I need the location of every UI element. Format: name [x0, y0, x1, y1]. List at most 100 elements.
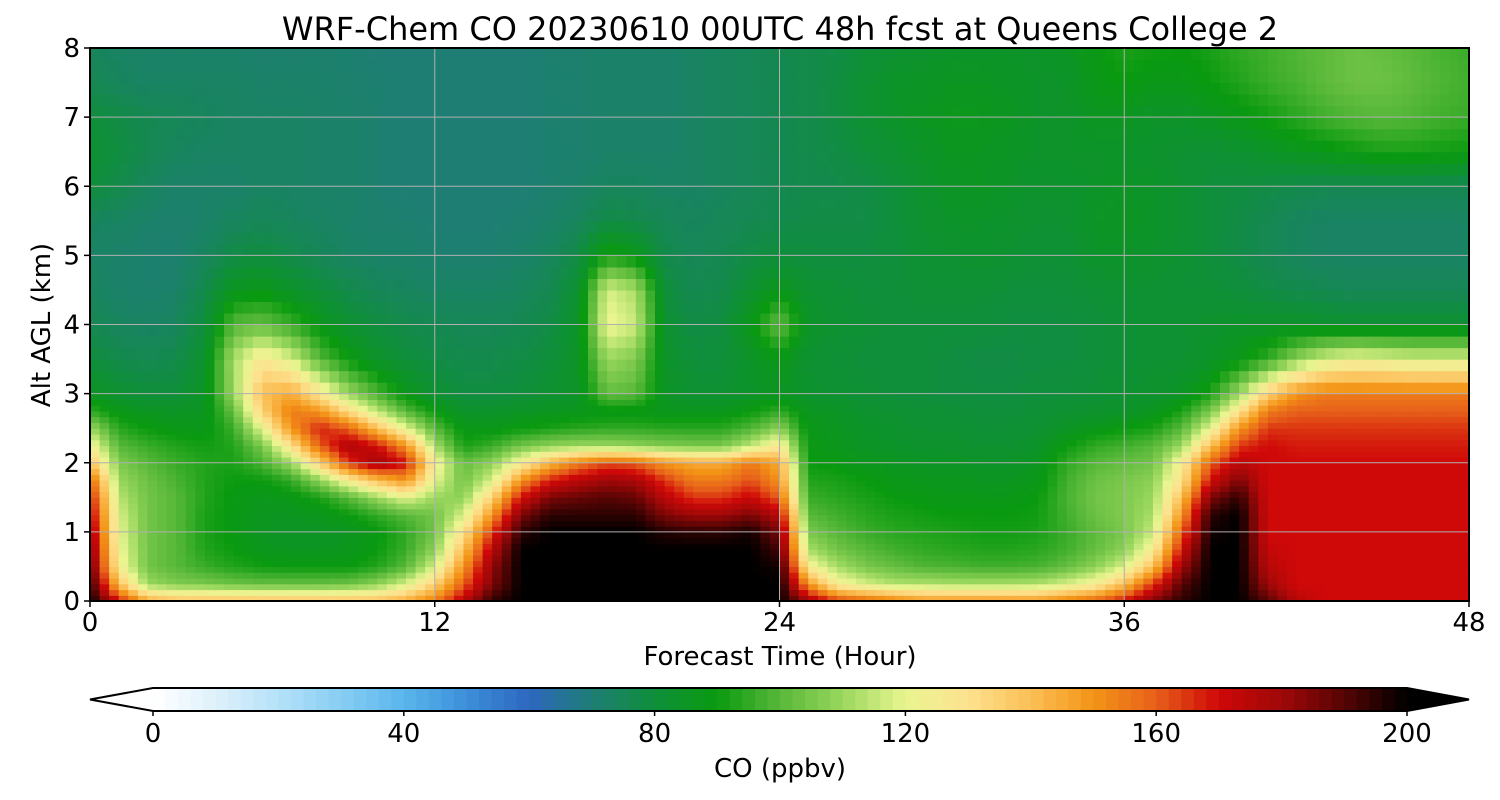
heatmap-cell: [1382, 468, 1393, 475]
heatmap-cell: [798, 589, 809, 596]
heatmap-cell: [971, 503, 982, 510]
heatmap-cell: [233, 503, 244, 510]
heatmap-cell: [291, 456, 302, 464]
heatmap-cell: [1287, 451, 1298, 458]
heatmap-cell: [1057, 439, 1068, 447]
heatmap-cell: [607, 399, 618, 406]
heatmap-cell: [1430, 583, 1441, 591]
heatmap-cell: [597, 497, 608, 504]
heatmap-cell: [291, 485, 302, 493]
heatmap-cell: [616, 451, 627, 458]
heatmap-cell: [396, 456, 407, 464]
heatmap-cell: [406, 439, 417, 447]
heatmap-cell: [750, 577, 761, 585]
heatmap-cell: [1076, 422, 1087, 429]
heatmap-cell: [540, 508, 551, 516]
heatmap-cell: [377, 497, 388, 504]
heatmap-cell: [118, 491, 129, 498]
heatmap-cell: [1152, 549, 1164, 556]
heatmap-cell: [808, 583, 819, 591]
heatmap-cell: [980, 560, 991, 568]
heatmap-cell: [779, 520, 790, 527]
heatmap-cell: [406, 416, 417, 424]
heatmap-cell: [980, 491, 991, 498]
heatmap-cell: [540, 480, 551, 487]
heatmap-cell: [185, 577, 196, 585]
heatmap-cell: [1334, 497, 1346, 504]
heatmap-cell: [1430, 451, 1441, 458]
heatmap-cell: [329, 537, 340, 544]
heatmap-cell: [1085, 474, 1097, 481]
heatmap-cell: [195, 422, 206, 429]
heatmap-cell: [808, 577, 819, 585]
heatmap-cell: [942, 554, 953, 562]
heatmap-cell: [396, 416, 407, 424]
heatmap-cell: [903, 595, 915, 602]
heatmap-cell: [808, 572, 819, 579]
heatmap-cell: [578, 549, 589, 556]
heatmap-cell: [1172, 589, 1183, 596]
heatmap-cell: [310, 566, 321, 573]
heatmap-cell: [1047, 560, 1058, 568]
heatmap-cell: [444, 428, 455, 435]
heatmap-cell: [310, 508, 321, 516]
heatmap-cell: [1440, 468, 1451, 475]
heatmap-cell: [913, 422, 924, 429]
heatmap-cell: [195, 445, 206, 452]
heatmap-cell: [779, 595, 790, 602]
heatmap-cell: [1229, 497, 1240, 504]
heatmap-cell: [90, 566, 101, 573]
heatmap-cell: [1181, 526, 1192, 533]
heatmap-cell: [444, 416, 455, 424]
heatmap-cell: [243, 577, 254, 585]
heatmap-cell: [1210, 451, 1221, 458]
chart-title: WRF-Chem CO 20230610 00UTC 48h fcst at Q…: [282, 10, 1278, 48]
heatmap-cell: [1325, 572, 1336, 579]
heatmap-cell: [894, 456, 905, 464]
heatmap-cell: [233, 497, 244, 504]
heatmap-cell: [1200, 508, 1212, 516]
heatmap-cell: [568, 491, 579, 498]
heatmap-cell: [501, 422, 512, 429]
heatmap-cell: [1306, 543, 1317, 550]
heatmap-cell: [1200, 543, 1212, 550]
heatmap-cell: [137, 462, 149, 470]
heatmap-cell: [1066, 503, 1077, 510]
heatmap-cell: [1047, 456, 1058, 464]
heatmap-cell: [520, 526, 532, 533]
heatmap-cell: [856, 480, 867, 487]
heatmap-cell: [856, 445, 867, 452]
heatmap-cell: [1277, 595, 1288, 602]
heatmap-cell: [597, 554, 608, 562]
heatmap-cell: [1315, 520, 1326, 527]
heatmap-cell: [453, 445, 465, 452]
heatmap-cell: [1325, 445, 1336, 452]
heatmap-cell: [1430, 554, 1441, 562]
heatmap-cell: [329, 480, 340, 487]
heatmap-cell: [702, 416, 714, 424]
heatmap-cell: [990, 589, 1001, 596]
heatmap-cell: [769, 393, 781, 400]
heatmap-cell: [655, 433, 666, 441]
heatmap-cell: [329, 462, 340, 470]
heatmap-cell: [836, 589, 848, 596]
heatmap-cell: [693, 491, 704, 498]
heatmap-cell: [559, 422, 570, 429]
heatmap-cell: [779, 428, 790, 435]
heatmap-cell: [760, 422, 771, 429]
heatmap-cell: [1440, 566, 1451, 573]
heatmap-cell: [1191, 566, 1202, 573]
heatmap-cell: [444, 433, 455, 441]
heatmap-cell: [1239, 451, 1250, 458]
heatmap-cell: [884, 583, 896, 591]
heatmap-cell: [626, 531, 637, 539]
heatmap-cell: [865, 595, 876, 602]
heatmap-cell: [1162, 503, 1173, 510]
heatmap-cell: [271, 595, 283, 602]
heatmap-cell: [1152, 560, 1164, 568]
heatmap-cell: [1095, 416, 1106, 424]
heatmap-cell: [1239, 462, 1250, 470]
heatmap-cell: [204, 531, 216, 539]
heatmap-cell: [798, 439, 809, 447]
heatmap-cell: [932, 526, 943, 533]
